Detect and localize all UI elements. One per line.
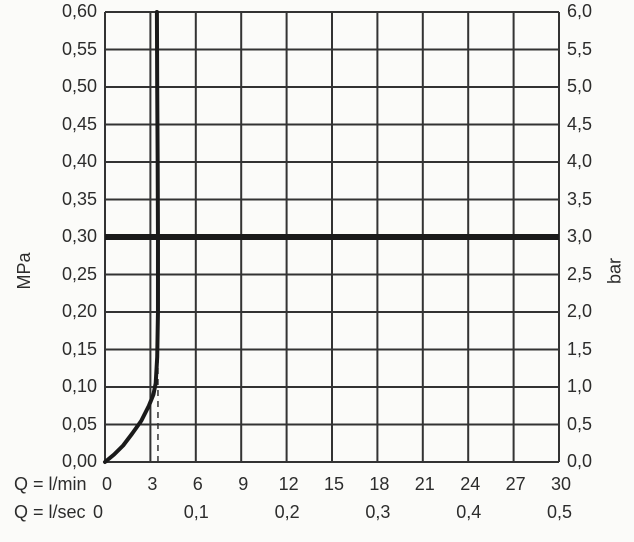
y-right-tick: 1,0 bbox=[567, 376, 592, 397]
y-right-tick: 1,5 bbox=[567, 339, 592, 360]
y-right-tick: 2,0 bbox=[567, 301, 592, 322]
y-right-tick: 3,5 bbox=[567, 189, 592, 210]
y-left-tick: 0,05 bbox=[62, 414, 97, 435]
x-tick: 30 bbox=[551, 474, 571, 495]
y-left-tick: 0,60 bbox=[62, 1, 97, 22]
y-left-tick: 0,25 bbox=[62, 264, 97, 285]
x-tick: 12 bbox=[279, 474, 299, 495]
x-tick: 0,4 bbox=[456, 502, 481, 523]
x-tick: 27 bbox=[506, 474, 526, 495]
y-left-tick: 0,10 bbox=[62, 376, 97, 397]
y-right-tick: 3,0 bbox=[567, 226, 592, 247]
y-right-tick: 4,5 bbox=[567, 114, 592, 135]
y-right-tick: 0,5 bbox=[567, 414, 592, 435]
y-left-tick: 0,55 bbox=[62, 39, 97, 60]
x-row-label: Q = l/min bbox=[14, 474, 87, 495]
x-tick: 0,3 bbox=[365, 502, 390, 523]
x-tick: 0,1 bbox=[184, 502, 209, 523]
x-tick: 6 bbox=[193, 474, 203, 495]
x-tick: 18 bbox=[369, 474, 389, 495]
y-right-tick: 4,0 bbox=[567, 151, 592, 172]
y-left-tick: 0,45 bbox=[62, 114, 97, 135]
y-left-tick: 0,30 bbox=[62, 226, 97, 247]
x-tick: 0 bbox=[102, 474, 112, 495]
x-tick: 9 bbox=[238, 474, 248, 495]
x-row-label: Q = l/sec bbox=[14, 502, 86, 523]
y-left-axis-label: MPa bbox=[14, 252, 35, 289]
y-left-tick: 0,40 bbox=[62, 151, 97, 172]
x-tick: 24 bbox=[460, 474, 480, 495]
y-right-tick: 2,5 bbox=[567, 264, 592, 285]
y-left-tick: 0,50 bbox=[62, 76, 97, 97]
y-left-tick: 0,35 bbox=[62, 189, 97, 210]
x-tick: 3 bbox=[147, 474, 157, 495]
x-tick: 0,2 bbox=[275, 502, 300, 523]
y-right-tick: 5,5 bbox=[567, 39, 592, 60]
x-tick: 21 bbox=[415, 474, 435, 495]
x-tick: 0 bbox=[93, 502, 103, 523]
y-left-tick: 0,20 bbox=[62, 301, 97, 322]
y-left-tick: 0,00 bbox=[62, 451, 97, 472]
x-tick: 0,5 bbox=[547, 502, 572, 523]
y-right-tick: 5,0 bbox=[567, 76, 592, 97]
y-right-axis-label: bar bbox=[604, 258, 625, 284]
y-right-tick: 0,0 bbox=[567, 451, 592, 472]
y-left-tick: 0,15 bbox=[62, 339, 97, 360]
y-right-tick: 6,0 bbox=[567, 1, 592, 22]
x-tick: 15 bbox=[324, 474, 344, 495]
